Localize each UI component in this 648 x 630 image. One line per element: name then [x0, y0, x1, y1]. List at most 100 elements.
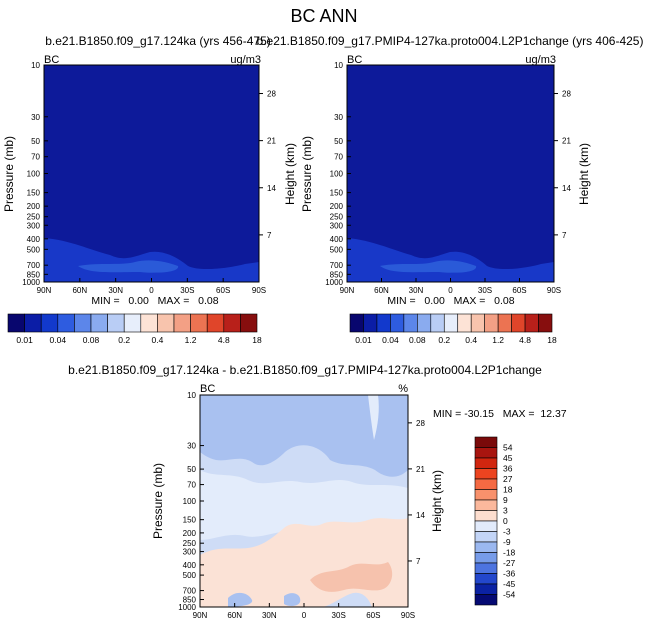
- panel-left-corner-units: ug/m3: [230, 54, 261, 66]
- panel-left-band-2: [78, 260, 179, 273]
- colorbar-swatch: [474, 583, 498, 595]
- colorbar-swatch: [470, 313, 485, 333]
- height-tick-label: 21: [416, 465, 425, 474]
- colorbar-label: 0.2: [118, 335, 130, 345]
- y-tick-label: 200: [183, 529, 197, 538]
- colorbar-label: 0.4: [465, 335, 477, 345]
- main-title: BC ANN: [290, 6, 357, 26]
- y-tick-label: 400: [330, 235, 344, 244]
- y-tick-label: 400: [27, 235, 41, 244]
- y-tick-label: 1000: [325, 278, 343, 287]
- x-tick-label: 60N: [72, 286, 87, 295]
- panel-left-minmax: MIN = 0.00 MAX = 0.08: [91, 295, 218, 307]
- panel-right-ylabel: Pressure (mb): [300, 136, 314, 212]
- panel-diff-corner-units: %: [398, 383, 408, 395]
- panel-left-title: b.e21.B1850.f09_g17.124ka (yrs 456-475): [45, 34, 271, 48]
- panel-diff-h-ticks: 28 21 14 7: [408, 419, 425, 566]
- x-tick-label: 30S: [478, 286, 492, 295]
- colorbar-label: 27: [503, 474, 513, 484]
- y-tick-label: 100: [330, 170, 344, 179]
- y-tick-label: 500: [27, 245, 41, 254]
- y-tick-label: 100: [27, 170, 41, 179]
- colorbar-swatch: [7, 313, 25, 333]
- colorbar-swatch: [24, 313, 42, 333]
- panel-diff-minmax: MIN = -30.15 MAX = 12.37: [433, 408, 567, 420]
- x-tick-label: 30N: [108, 286, 123, 295]
- height-tick-label: 28: [562, 90, 571, 99]
- colorbar-label: 0.04: [50, 335, 67, 345]
- colorbar-label: 0.08: [409, 335, 426, 345]
- colorbar-label: 18: [252, 335, 262, 345]
- x-tick-label: 60N: [227, 611, 242, 620]
- colorbar-label: -36: [503, 569, 516, 579]
- colorbar-swatch: [157, 313, 175, 333]
- y-tick-label: 850: [183, 596, 197, 605]
- panel-diff-region-blue-upper: [200, 395, 408, 477]
- y-tick-label: 1000: [22, 278, 40, 287]
- x-tick-label: 60S: [216, 286, 230, 295]
- panel-right-title: b.e21.B1850.f09_g17.PMIP4-127ka.proto004…: [257, 34, 644, 48]
- height-tick-label: 28: [267, 90, 276, 99]
- colorbar-label: 0.01: [16, 335, 33, 345]
- colorbar-swatch: [90, 313, 108, 333]
- colorbar-swatch: [140, 313, 158, 333]
- y-tick-label: 300: [183, 548, 197, 557]
- colorbar-label: 0: [503, 516, 508, 526]
- y-tick-label: 50: [334, 137, 343, 146]
- colorbar-swatch: [474, 562, 498, 574]
- colorbar-swatch: [474, 531, 498, 543]
- panel-left-colorbar: 0.01 0.04 0.08 0.2 0.4 1.2 4.8 18: [7, 313, 262, 345]
- colorbar-swatch: [474, 594, 498, 606]
- x-tick-label: 90N: [340, 286, 355, 295]
- x-tick-label: 90S: [401, 611, 415, 620]
- colorbar-swatch: [390, 313, 405, 333]
- colorbar-swatch: [474, 457, 498, 469]
- y-tick-label: 700: [330, 261, 344, 270]
- colorbar-swatch: [538, 313, 553, 333]
- y-tick-label: 400: [183, 561, 197, 570]
- panel-right-colorbar: 0.01 0.04 0.08 0.2 0.4 1.2 4.8 18: [349, 313, 557, 345]
- panel-right: b.e21.B1850.f09_g17.PMIP4-127ka.proto004…: [257, 34, 644, 345]
- height-tick-label: 7: [562, 231, 567, 240]
- colorbar-label: -45: [503, 579, 516, 589]
- x-tick-label: 60N: [374, 286, 389, 295]
- colorbar-swatch: [474, 468, 498, 480]
- panel-left-x-ticks: 90N 60N 30N 0 30S 60S 90S: [37, 278, 266, 295]
- panel-left-ylabel: Pressure (mb): [2, 136, 16, 212]
- colorbar-swatch: [443, 313, 459, 333]
- colorbar-label: 0.01: [355, 335, 372, 345]
- colorbar-label: 0.4: [151, 335, 163, 345]
- x-tick-label: 90S: [547, 286, 561, 295]
- x-tick-label: 30S: [332, 611, 346, 620]
- colorbar-swatch: [474, 541, 498, 553]
- panel-left-corner-var: BC: [44, 54, 59, 66]
- y-tick-label: 30: [31, 113, 40, 122]
- colorbar-label: 54: [503, 443, 513, 453]
- colorbar-swatch: [474, 499, 498, 511]
- y-tick-label: 70: [334, 153, 343, 162]
- colorbar-label: 1.2: [185, 335, 197, 345]
- colorbar-swatch: [430, 313, 445, 333]
- height-tick-label: 28: [416, 419, 425, 428]
- height-tick-label: 21: [562, 137, 571, 146]
- colorbar-swatch: [403, 313, 418, 333]
- y-tick-label: 300: [330, 221, 344, 230]
- x-tick-label: 30N: [409, 286, 424, 295]
- colorbar-swatch: [474, 552, 498, 564]
- y-tick-label: 30: [334, 113, 343, 122]
- panel-diff: b.e21.B1850.f09_g17.124ka - b.e21.B1850.…: [68, 363, 567, 620]
- colorbar-label: 45: [503, 453, 513, 463]
- y-tick-label: 150: [27, 189, 41, 198]
- y-tick-label: 70: [31, 153, 40, 162]
- y-tick-label: 10: [334, 61, 343, 70]
- colorbar-label: 18: [503, 485, 513, 495]
- colorbar-swatch: [349, 313, 364, 333]
- height-tick-label: 7: [416, 557, 421, 566]
- panel-right-corner-var: BC: [347, 54, 362, 66]
- y-tick-label: 10: [31, 61, 40, 70]
- colorbar-swatch: [40, 313, 59, 333]
- colorbar-swatch: [457, 313, 472, 333]
- colorbar-label: -9: [503, 537, 511, 547]
